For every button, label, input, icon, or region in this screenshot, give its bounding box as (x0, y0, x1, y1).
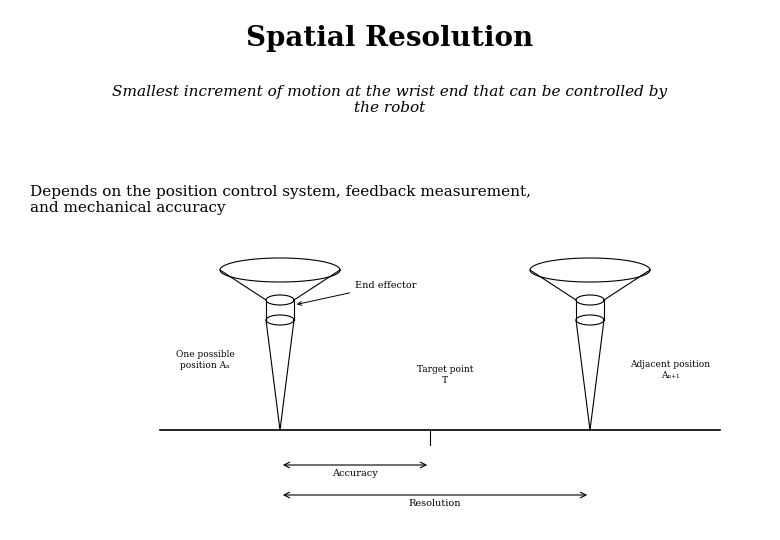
Text: Resolution: Resolution (409, 499, 461, 508)
Text: End effector: End effector (298, 280, 417, 305)
Text: Spatial Resolution: Spatial Resolution (246, 24, 534, 51)
Text: One possible
position Aₙ: One possible position Aₙ (176, 350, 234, 370)
Text: Adjacent position
Aₙ₊₁: Adjacent position Aₙ₊₁ (630, 360, 710, 380)
Text: Accuracy: Accuracy (332, 469, 378, 478)
Text: Smallest increment of motion at the wrist end that can be controlled by
the robo: Smallest increment of motion at the wris… (112, 85, 668, 115)
Text: Target point
T: Target point T (417, 365, 473, 384)
Text: Depends on the position control system, feedback measurement,
and mechanical acc: Depends on the position control system, … (30, 185, 531, 215)
